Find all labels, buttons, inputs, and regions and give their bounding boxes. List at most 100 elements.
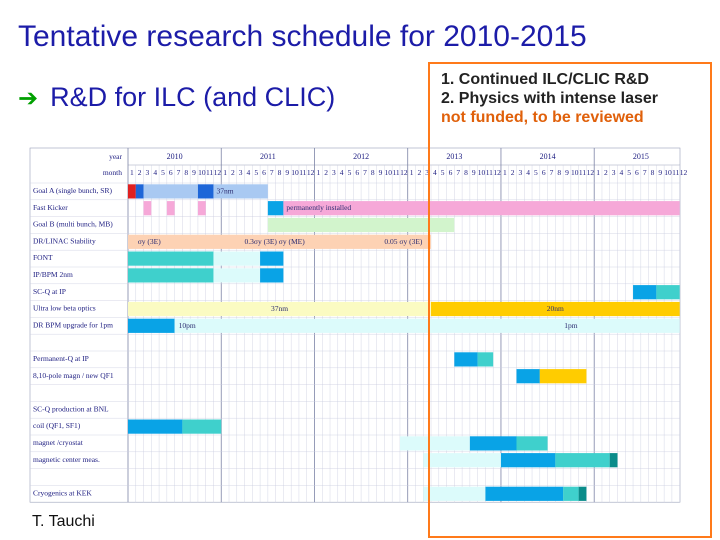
- month-label: 12: [587, 168, 595, 177]
- schedule-bar: [516, 369, 540, 384]
- month-label: 10: [478, 168, 486, 177]
- month-label: 1: [130, 168, 134, 177]
- row-label: Ultra low beta optics: [33, 304, 96, 313]
- month-label: 8: [557, 168, 561, 177]
- month-label: 7: [270, 168, 274, 177]
- month-label: 7: [643, 168, 647, 177]
- month-label: 10: [198, 168, 206, 177]
- schedule-bar: [128, 301, 432, 317]
- month-label: 1: [410, 168, 414, 177]
- month-label: 12: [400, 168, 408, 177]
- bar-label: 0.3σy (3E) σy (ME): [245, 237, 306, 246]
- year-label: 2011: [260, 152, 276, 161]
- year-label: 2015: [633, 152, 649, 161]
- schedule-bar: [500, 453, 556, 468]
- year-label: 2013: [446, 152, 462, 161]
- month-label: 11: [299, 168, 306, 177]
- month-label: 7: [177, 168, 181, 177]
- month-label: 6: [355, 168, 359, 177]
- header-year-label: year: [109, 152, 122, 161]
- month-label: 5: [627, 168, 631, 177]
- month-label: 5: [534, 168, 538, 177]
- month-label: 6: [635, 168, 639, 177]
- month-label: 7: [550, 168, 554, 177]
- month-label: 9: [658, 168, 662, 177]
- bar-label: 10pm: [179, 321, 196, 330]
- month-label: 12: [307, 168, 315, 177]
- month-label: 8: [184, 168, 188, 177]
- schedule-bar: [260, 268, 284, 283]
- row-label: Permanent-Q at IP: [33, 354, 89, 363]
- schedule-bar: [399, 436, 470, 451]
- month-label: 4: [526, 168, 530, 177]
- month-label: 6: [169, 168, 173, 177]
- schedule-bar: [423, 453, 501, 468]
- row-label: Goal B (multi bunch, MB): [33, 220, 113, 229]
- month-label: 1: [503, 168, 507, 177]
- year-label: 2010: [167, 152, 183, 161]
- row-label: DR BPM upgrade for 1pm: [33, 320, 113, 329]
- month-label: 11: [579, 168, 586, 177]
- month-label: 7: [456, 168, 460, 177]
- month-label: 2: [418, 168, 422, 177]
- schedule-bar: [267, 217, 455, 233]
- schedule-bar: [267, 201, 284, 216]
- month-label: 2: [138, 168, 142, 177]
- month-label: 1: [223, 168, 227, 177]
- month-label: 3: [612, 168, 616, 177]
- month-label: 1: [316, 168, 320, 177]
- month-label: 5: [254, 168, 258, 177]
- month-label: 11: [486, 168, 493, 177]
- bar-label: 20nm: [547, 304, 564, 313]
- schedule-bar: [213, 184, 268, 199]
- schedule-bar: [431, 301, 680, 317]
- month-label: 12: [680, 168, 688, 177]
- row-label: FONT: [33, 253, 53, 262]
- row-label: 8,10-pole magn / new QF1: [33, 371, 114, 380]
- month-label: 10: [291, 168, 299, 177]
- month-label: 2: [231, 168, 235, 177]
- bar-label: σy (3E): [138, 237, 161, 246]
- schedule-bar: [656, 285, 680, 300]
- row-label: SC-Q production at BNL: [33, 404, 109, 413]
- row-label: IP/BPM 2nm: [33, 270, 73, 279]
- arrow-icon: ➔: [18, 85, 39, 112]
- schedule-bar: [197, 184, 214, 199]
- schedule-bar: [166, 201, 175, 216]
- note-line-2: 2. Physics with intense laser: [441, 90, 658, 107]
- month-label: 11: [392, 168, 399, 177]
- schedule-bar: [135, 184, 144, 199]
- bar-label: permanently installed: [286, 203, 351, 212]
- schedule-bar: [128, 184, 136, 199]
- schedule-bar: [283, 201, 680, 216]
- schedule-bar: [485, 486, 564, 501]
- note-line-3: not funded, to be reviewed: [441, 109, 644, 126]
- month-label: 3: [332, 168, 336, 177]
- month-label: 8: [464, 168, 468, 177]
- header-month-label: month: [103, 168, 122, 177]
- schedule-bar: [454, 352, 478, 367]
- month-label: 9: [565, 168, 569, 177]
- month-label: 11: [206, 168, 213, 177]
- bullet-text: R&D for ILC (and CLIC): [50, 82, 336, 112]
- schedule-bar: [609, 453, 618, 468]
- month-label: 6: [542, 168, 546, 177]
- highlight-frame: [428, 62, 712, 538]
- month-label: 6: [262, 168, 266, 177]
- month-label: 10: [385, 168, 393, 177]
- schedule-bar: [182, 419, 222, 434]
- schedule-bar: [213, 251, 261, 266]
- month-label: 11: [672, 168, 679, 177]
- schedule-bar: [143, 184, 198, 199]
- bar-label: 37nm: [216, 186, 233, 195]
- month-label: 8: [278, 168, 282, 177]
- month-label: 1: [596, 168, 600, 177]
- schedule-bar: [260, 251, 284, 266]
- schedule-bar: [174, 318, 680, 333]
- month-label: 2: [604, 168, 608, 177]
- month-label: 3: [146, 168, 150, 177]
- notes-box: 1. Continued ILC/CLIC R&D 2. Physics wit…: [441, 70, 658, 127]
- schedule-bar: [469, 436, 517, 451]
- month-label: 3: [239, 168, 243, 177]
- row-label: Cryogenics at KEK: [33, 488, 92, 497]
